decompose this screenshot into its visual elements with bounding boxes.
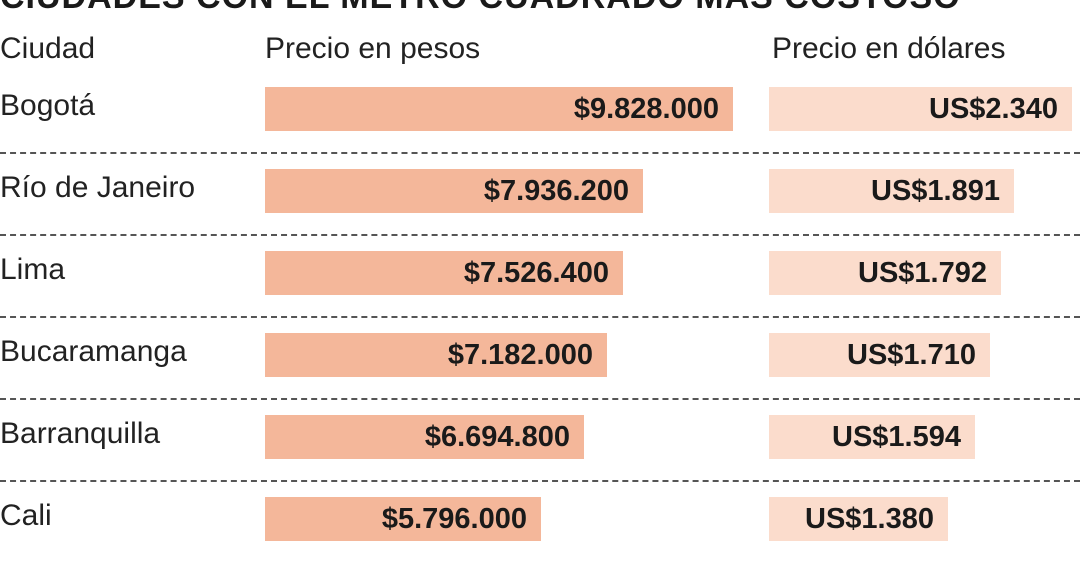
row-divider [0,480,1080,482]
usd-value-label: US$1.594 [832,420,961,453]
city-label: Río de Janeiro [0,171,196,204]
pesos-value-label: $6.694.800 [424,420,570,453]
pesos-value-label: $9.828.000 [573,92,719,125]
row-divider [0,152,1080,154]
table-row: Río de Janeiro $7.936.200 US$1.891 [0,169,1080,215]
table-row: Bogotá $9.828.000 US$2.340 [0,87,1080,133]
pesos-value-label: $7.526.400 [463,256,609,289]
usd-value-label: US$1.380 [805,502,934,535]
row-divider [0,316,1080,318]
chart-title: CIUDADES CON EL METRO CUADRADO MÁS COSTO… [0,0,961,17]
column-header-usd: Precio en dólares [772,32,1006,65]
pesos-value-label: $5.796.000 [381,502,527,535]
table-row: Barranquilla $6.694.800 US$1.594 [0,415,1080,461]
pesos-bar: $6.694.800 [265,415,584,459]
usd-bar: US$1.594 [769,415,975,459]
pesos-bar: $7.182.000 [265,333,607,377]
pesos-bar: $7.936.200 [265,169,643,213]
usd-bar: US$2.340 [769,87,1072,131]
city-label: Barranquilla [0,417,161,450]
usd-bar: US$1.891 [769,169,1014,213]
column-header-city: Ciudad [0,32,96,65]
usd-bar: US$1.710 [769,333,990,377]
usd-bar: US$1.380 [769,497,948,541]
city-label: Cali [0,499,52,532]
pesos-value-label: $7.182.000 [447,338,593,371]
pesos-bar: $7.526.400 [265,251,623,295]
table-row: Cali $5.796.000 US$1.380 [0,497,1080,543]
pesos-bar: $9.828.000 [265,87,733,131]
row-divider [0,234,1080,236]
usd-value-label: US$1.792 [858,256,987,289]
city-label: Bucaramanga [0,335,187,368]
column-header-pesos: Precio en pesos [265,32,481,65]
city-label: Bogotá [0,89,96,122]
city-label: Lima [0,253,66,286]
table-row: Lima $7.526.400 US$1.792 [0,251,1080,297]
usd-value-label: US$1.891 [871,174,1000,207]
usd-value-label: US$1.710 [847,338,976,371]
usd-bar: US$1.792 [769,251,1001,295]
pesos-value-label: $7.936.200 [483,174,629,207]
row-divider [0,398,1080,400]
usd-value-label: US$2.340 [929,92,1058,125]
pesos-bar: $5.796.000 [265,497,541,541]
table-row: Bucaramanga $7.182.000 US$1.710 [0,333,1080,379]
